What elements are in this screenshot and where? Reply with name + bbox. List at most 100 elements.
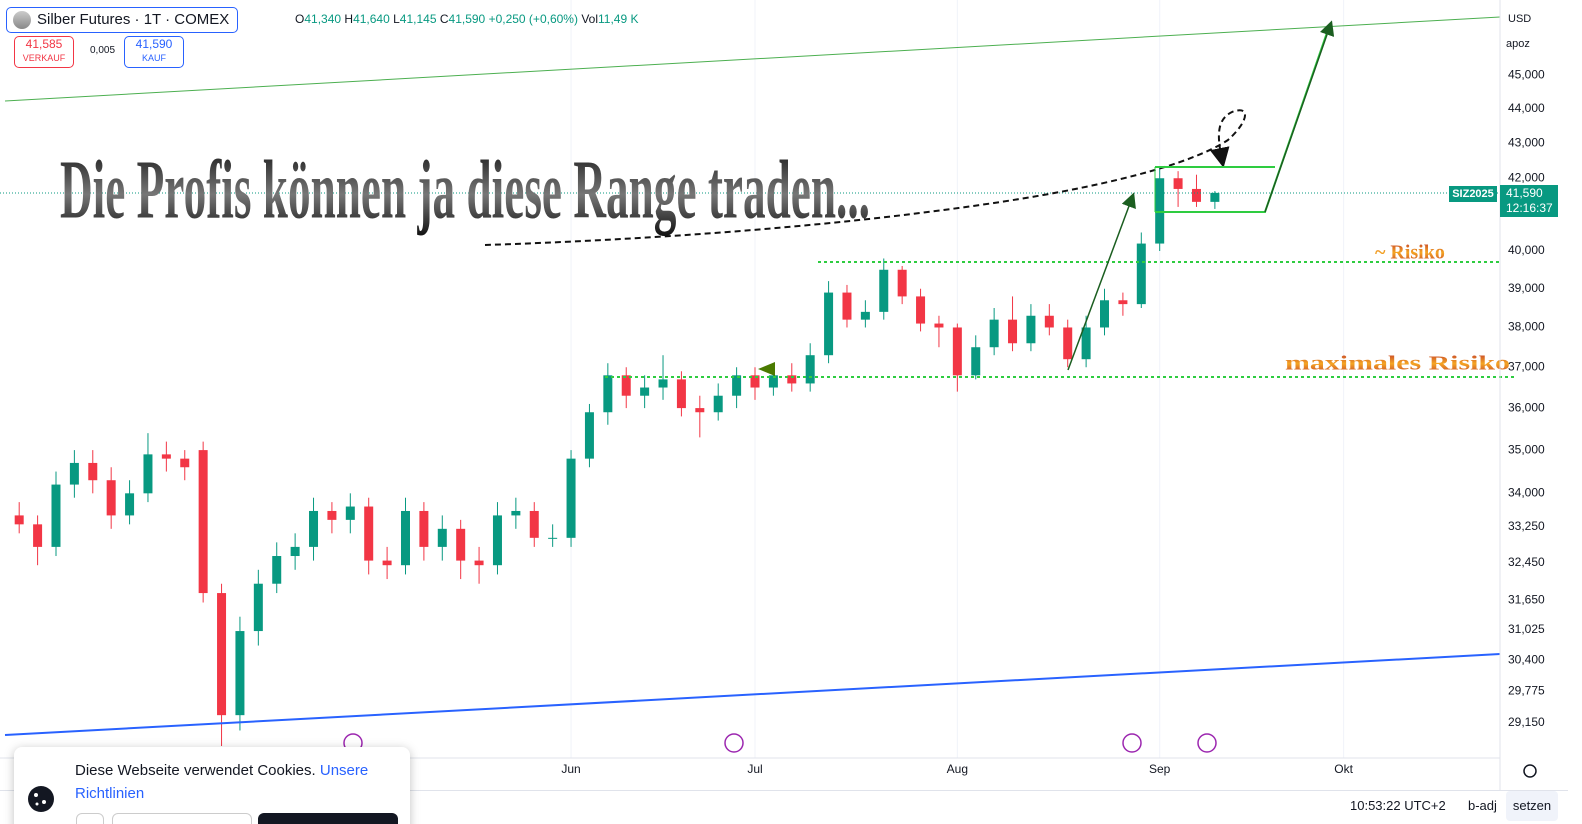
candle-body bbox=[125, 493, 135, 516]
candle-body bbox=[253, 583, 263, 632]
currency: USD bbox=[1508, 13, 1531, 25]
y-tick-label: 43,000 bbox=[1508, 135, 1545, 149]
candle-body bbox=[437, 528, 447, 547]
trend-line-upper bbox=[4, 16, 1501, 102]
x-tick-label: Okt bbox=[1334, 762, 1353, 776]
price-tag bbox=[1500, 185, 1558, 217]
legend-value: 41,145 bbox=[399, 12, 437, 26]
cookie-button[interactable] bbox=[76, 813, 104, 824]
candle-body bbox=[768, 375, 778, 388]
candles bbox=[14, 167, 1220, 747]
y-tick-label: 32,450 bbox=[1508, 555, 1545, 569]
event-icon bbox=[1122, 733, 1142, 753]
candle-body bbox=[584, 412, 594, 459]
drawings: Die Profis können ja diese Range traden.… bbox=[0, 16, 1515, 753]
candle-body bbox=[1026, 315, 1036, 344]
candle-body bbox=[180, 458, 190, 468]
candle-body bbox=[217, 593, 227, 716]
candle-body bbox=[327, 510, 337, 520]
legend-key: L bbox=[393, 12, 400, 26]
candle-body bbox=[787, 375, 797, 384]
symbol-tag-text: SIZ2025 bbox=[1452, 188, 1494, 200]
y-tick-label: 45,000 bbox=[1508, 68, 1545, 82]
candle-body bbox=[400, 510, 410, 566]
cookie-accept[interactable] bbox=[258, 813, 398, 824]
buy-button[interactable]: 41,590 KAUF bbox=[124, 36, 184, 68]
price-tag-text: 41,590 bbox=[1506, 186, 1543, 200]
candle-body bbox=[1191, 188, 1201, 202]
legend-value: 11,49 K bbox=[598, 12, 639, 26]
symbol-header[interactable]: Silber Futures · 1T · COMEX bbox=[6, 7, 239, 33]
candle-body bbox=[492, 515, 502, 566]
spread: 0,005 bbox=[90, 45, 116, 56]
set-button[interactable]: setzen bbox=[1506, 791, 1558, 821]
countdown: 12:16:37 bbox=[1506, 201, 1553, 215]
adj-toggle[interactable]: b-adj bbox=[1468, 798, 1497, 813]
candle-body bbox=[695, 408, 705, 413]
y-tick-label: 30,400 bbox=[1508, 652, 1545, 666]
candle-body bbox=[658, 379, 668, 388]
candle-body bbox=[511, 510, 521, 516]
candle-body bbox=[621, 375, 631, 396]
candle-body bbox=[345, 506, 355, 520]
y-tick-label: 29,775 bbox=[1508, 683, 1545, 697]
arrow-head-left bbox=[758, 362, 775, 376]
candle-body bbox=[934, 323, 944, 328]
settings-icon[interactable] bbox=[1523, 764, 1537, 778]
candle-body bbox=[456, 528, 466, 561]
candle-body bbox=[1136, 243, 1146, 305]
scale-mode: apoz bbox=[1506, 38, 1530, 50]
buy-price: 41,590 bbox=[135, 37, 173, 51]
sell-button[interactable]: 41,585 VERKAUF bbox=[14, 36, 74, 68]
y-tick-label: 36,000 bbox=[1508, 400, 1545, 414]
symbol-tag bbox=[1449, 186, 1497, 202]
legend-value: 41,340 bbox=[304, 12, 342, 26]
y-axis: 29,150 29,775 30,400 31,025 31,650 32,450 33,2… bbox=[1508, 68, 1545, 729]
risk-label: ~ Risiko bbox=[1375, 242, 1445, 264]
candle-body bbox=[860, 311, 870, 320]
dashed-path bbox=[484, 109, 1246, 246]
cookie-banner: Diese Webseite verwendet Cookies. Unsere… bbox=[14, 747, 410, 824]
candle-body bbox=[198, 450, 208, 594]
candle-body bbox=[971, 347, 981, 376]
candle-body bbox=[713, 395, 723, 413]
event-icon bbox=[724, 733, 744, 753]
candle-body bbox=[364, 506, 374, 561]
x-tick-label: Sep bbox=[1149, 762, 1171, 776]
legend-key: H bbox=[344, 12, 354, 26]
candle-body bbox=[1173, 178, 1183, 189]
candle-body bbox=[805, 355, 815, 384]
footer-bar: 10:53:22 UTC+2 b-adj setzen bbox=[0, 790, 1568, 824]
candle-body bbox=[161, 454, 171, 459]
y-tick-label: 44,000 bbox=[1508, 101, 1545, 115]
x-axis: Jun Jul Aug Sep Okt bbox=[561, 762, 1353, 776]
y-tick-label: 33,250 bbox=[1508, 519, 1545, 533]
candle-body bbox=[750, 375, 760, 388]
cookie-link[interactable]: Unsere Richtlinien bbox=[75, 762, 369, 802]
candle-body bbox=[1210, 192, 1220, 202]
cookie-icon bbox=[28, 786, 54, 812]
cookie-button[interactable] bbox=[112, 813, 252, 824]
candle-body bbox=[989, 319, 999, 348]
y-tick-label: 37,000 bbox=[1508, 359, 1545, 373]
candle-body bbox=[1081, 327, 1091, 360]
candle-body bbox=[916, 296, 926, 324]
ohlc-legend: O41,340 H41,640 L41,145 C41,590 +0,250 (… bbox=[295, 12, 638, 26]
candle-body bbox=[603, 375, 613, 413]
y-tick-label: 34,000 bbox=[1508, 485, 1545, 499]
sell-price: 41,585 bbox=[25, 37, 63, 51]
event-icon bbox=[1197, 733, 1217, 753]
candle-body bbox=[33, 524, 43, 547]
candle-body bbox=[676, 379, 686, 409]
candle-body bbox=[474, 560, 484, 566]
x-tick-label: Jun bbox=[561, 762, 580, 776]
candle-body bbox=[272, 556, 282, 584]
sell-label: VERKAUF bbox=[22, 53, 66, 63]
candle-body bbox=[824, 292, 834, 356]
symbol-title: Silber Futures · 1T · COMEX bbox=[37, 11, 230, 28]
candle-body bbox=[1044, 315, 1054, 328]
candle-body bbox=[640, 387, 650, 396]
legend-key: O bbox=[295, 12, 305, 26]
candle-body bbox=[842, 292, 852, 320]
